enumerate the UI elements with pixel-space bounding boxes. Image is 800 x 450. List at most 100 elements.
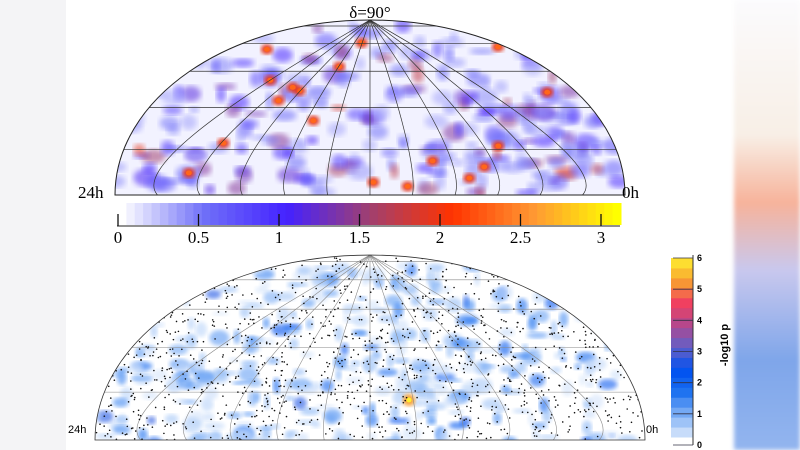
event-point <box>155 348 158 350</box>
event-point <box>600 275 603 277</box>
event-point <box>341 365 344 368</box>
event-point <box>341 401 343 404</box>
significance-blob <box>430 358 442 369</box>
event-point <box>468 355 470 358</box>
significance-blob <box>296 265 312 275</box>
event-point <box>177 330 180 333</box>
event-point <box>320 374 323 377</box>
event-point <box>413 377 416 380</box>
event-point <box>165 261 168 264</box>
event-point <box>173 422 175 424</box>
event-point <box>413 349 415 352</box>
event-point <box>640 373 642 376</box>
event-point <box>365 306 368 309</box>
event-point <box>429 267 432 270</box>
event-point <box>495 406 497 409</box>
event-point <box>138 326 141 329</box>
event-point <box>603 332 605 335</box>
event-point <box>261 384 264 386</box>
event-point <box>258 433 261 435</box>
event-point <box>457 434 460 436</box>
colorbar-segment <box>545 203 555 225</box>
significance-blob <box>551 333 565 340</box>
event-point <box>613 257 616 260</box>
event-point <box>134 274 137 277</box>
event-point <box>427 410 430 412</box>
colorbar-segment <box>168 203 178 225</box>
event-point <box>402 395 404 398</box>
significance-blob <box>518 260 527 270</box>
colorbar-segment <box>671 258 693 269</box>
event-point <box>335 257 338 260</box>
event-point <box>264 405 266 408</box>
event-point <box>310 419 313 421</box>
event-point <box>117 328 120 330</box>
event-point <box>567 335 569 338</box>
event-point <box>574 396 577 399</box>
event-point <box>386 332 389 334</box>
event-point <box>629 396 632 398</box>
event-point <box>200 430 202 433</box>
significance-blob <box>95 358 109 363</box>
event-point <box>416 296 419 299</box>
event-point <box>372 288 375 290</box>
event-point <box>511 369 514 372</box>
event-point <box>113 310 115 313</box>
event-point <box>168 393 170 396</box>
significance-blob <box>497 285 513 300</box>
ra-line <box>136 255 371 440</box>
event-point <box>169 348 171 351</box>
significance-blob <box>200 274 220 284</box>
event-point <box>338 406 341 409</box>
event-point <box>535 435 538 437</box>
event-point <box>463 419 465 421</box>
event-point <box>382 365 384 368</box>
event-point <box>278 385 280 388</box>
event-point <box>265 397 268 400</box>
event-point <box>278 402 281 404</box>
event-point <box>473 328 475 330</box>
event-point <box>181 348 183 351</box>
event-point <box>561 357 564 360</box>
event-point <box>548 326 551 329</box>
event-point <box>637 284 640 287</box>
ra-line <box>283 20 371 195</box>
significance-blob <box>146 37 167 47</box>
event-point <box>134 430 137 432</box>
colorbar-segment <box>252 203 262 225</box>
event-point <box>573 331 575 333</box>
significance-blob <box>498 340 511 357</box>
event-point <box>273 409 276 412</box>
event-point <box>295 434 297 436</box>
event-point <box>451 307 454 310</box>
event-point <box>241 341 243 344</box>
colorbar-tick-label: 1.5 <box>349 228 370 247</box>
event-point <box>486 383 489 386</box>
event-point <box>161 367 164 369</box>
colorbar-tick-label: 2 <box>436 228 445 247</box>
significance-blob <box>342 304 351 320</box>
event-point <box>279 298 281 301</box>
significance-blob <box>585 137 602 148</box>
event-point <box>202 313 205 316</box>
event-point <box>143 291 145 294</box>
event-point <box>478 298 480 300</box>
event-point <box>109 404 112 407</box>
colorbar-segment <box>436 203 446 225</box>
significance-blob <box>141 64 167 75</box>
significance-blob <box>289 338 299 350</box>
event-point <box>108 258 111 260</box>
event-point <box>350 291 353 293</box>
event-point <box>322 325 325 328</box>
event-point <box>217 311 220 313</box>
event-point <box>251 390 253 393</box>
event-point <box>317 394 320 397</box>
significance-blob <box>513 272 530 281</box>
event-point <box>640 271 643 274</box>
event-point <box>348 277 350 280</box>
event-point <box>344 288 346 290</box>
event-point <box>191 411 193 413</box>
event-point <box>538 366 540 369</box>
significance-blob <box>619 264 628 276</box>
